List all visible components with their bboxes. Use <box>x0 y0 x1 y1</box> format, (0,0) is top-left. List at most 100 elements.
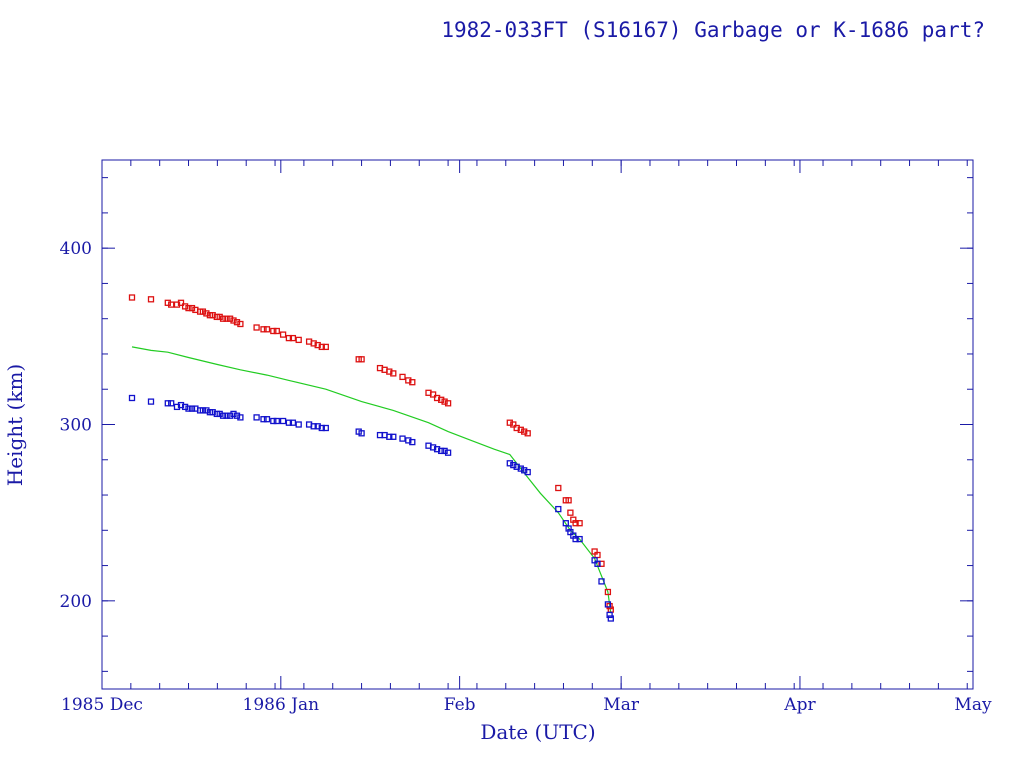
mean-series <box>131 346 612 614</box>
perigee-point <box>181 403 189 411</box>
y-tick-label: 400 <box>60 239 92 259</box>
apogee-point <box>409 379 416 386</box>
mean-line <box>131 346 612 614</box>
apogee-point <box>253 324 260 331</box>
apogee-point <box>405 377 412 384</box>
apogee-point <box>233 319 241 326</box>
apogee-point <box>285 334 293 342</box>
perigee-point <box>273 417 280 425</box>
perigee-point <box>555 505 562 513</box>
apogee-point <box>510 421 517 428</box>
perigee-point <box>576 535 583 543</box>
perigee-point <box>598 578 605 585</box>
apogee-point <box>203 310 210 317</box>
y-tick-label: 300 <box>60 416 92 436</box>
perigee-point <box>295 421 302 428</box>
apogee-point <box>270 327 277 335</box>
perigee-point <box>230 410 237 418</box>
perigee-point <box>310 423 317 430</box>
y-tick-label: 200 <box>60 592 92 612</box>
perigee-point <box>237 414 244 421</box>
apogee-point <box>358 356 365 363</box>
perigee-point <box>226 412 234 419</box>
apogee-point <box>177 299 185 306</box>
apogee-point <box>513 424 520 432</box>
perigee-point <box>164 400 171 407</box>
apogee-point <box>438 396 445 403</box>
apogee-point <box>441 398 448 405</box>
apogee-point <box>209 312 216 319</box>
apogee-point <box>565 497 572 504</box>
perigee-point <box>524 468 531 476</box>
perigee-point <box>565 525 572 532</box>
chart-title: 1982-033FT (S16167) Garbage or K-1686 pa… <box>441 18 985 42</box>
apogee-point <box>572 520 579 527</box>
apogee-point <box>147 296 155 303</box>
perigee-point <box>263 416 271 423</box>
perigee-point <box>517 465 524 472</box>
apogee-point <box>318 343 325 351</box>
perigee-point <box>177 401 185 409</box>
apogee-point <box>386 368 393 375</box>
apogee-point <box>555 484 562 492</box>
y-ticks: 200 300 400 <box>60 177 973 672</box>
perigee-point <box>209 409 216 416</box>
perigee-point <box>441 447 448 455</box>
perigee-point <box>289 419 297 426</box>
perigee-point <box>233 412 241 419</box>
apogee-point <box>230 317 237 324</box>
apogee-point <box>576 520 583 527</box>
perigee-point <box>253 414 260 421</box>
perigee-point <box>185 405 192 412</box>
apogee-point <box>289 334 297 342</box>
apogee-point <box>606 602 613 610</box>
perigee-point <box>188 405 196 412</box>
perigee-point <box>219 412 227 419</box>
apogee-point <box>237 320 244 328</box>
apogee-point <box>164 299 171 306</box>
perigee-point <box>314 423 321 430</box>
apogee-point <box>567 509 574 516</box>
perigee-point <box>409 438 416 446</box>
perigee-point <box>604 601 612 608</box>
x-tick-label: 1986 Jan <box>243 695 320 715</box>
apogee-point <box>433 394 441 402</box>
apogee-point <box>199 308 207 315</box>
perigee-series <box>128 394 614 622</box>
apogee-point <box>273 327 280 335</box>
perigee-point <box>173 403 181 411</box>
perigee-point <box>128 394 136 402</box>
apogee-point <box>604 588 612 596</box>
perigee-point <box>521 467 528 474</box>
apogee-point <box>524 430 531 437</box>
perigee-point <box>285 419 293 426</box>
apogee-point <box>399 373 406 381</box>
perigee-point <box>606 611 613 619</box>
x-tick-label: May <box>954 695 992 715</box>
perigee-point <box>270 417 277 425</box>
apogee-point <box>310 340 317 347</box>
apogee-point <box>168 301 175 308</box>
plot-frame <box>101 159 974 690</box>
perigee-point <box>607 615 614 622</box>
apogee-point <box>219 315 227 322</box>
x-tick-label: 1985 Dec <box>61 695 143 715</box>
apogee-point <box>216 313 223 321</box>
perigee-point <box>223 412 230 419</box>
perigee-point <box>147 398 155 405</box>
apogee-point <box>506 419 513 426</box>
apogee-point <box>181 303 189 310</box>
perigee-point <box>168 400 175 407</box>
perigee-point <box>199 407 207 414</box>
apogee-point <box>279 331 287 338</box>
apogee-point <box>173 301 181 308</box>
x-tick-label: Apr <box>783 695 816 715</box>
perigee-point <box>444 449 452 456</box>
perigee-point <box>318 424 325 432</box>
apogee-point <box>517 426 524 433</box>
apogee-point <box>223 315 230 322</box>
apogee-point <box>314 341 321 349</box>
perigee-point <box>358 430 365 437</box>
perigee-point <box>506 460 513 467</box>
apogee-point <box>295 336 302 344</box>
